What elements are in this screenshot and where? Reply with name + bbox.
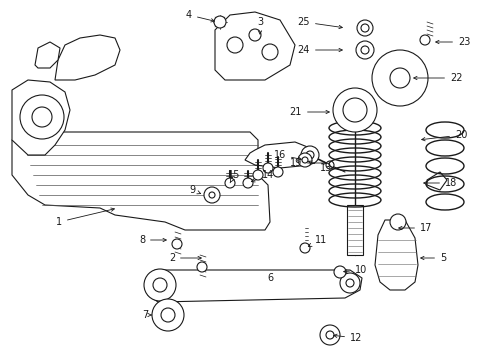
Text: 23: 23 — [435, 37, 469, 47]
Polygon shape — [55, 35, 120, 80]
Text: 3: 3 — [256, 17, 263, 34]
Text: 15: 15 — [227, 170, 240, 183]
Circle shape — [371, 50, 427, 106]
Circle shape — [419, 35, 429, 45]
Text: 1: 1 — [56, 208, 114, 227]
Circle shape — [152, 299, 183, 331]
Circle shape — [325, 161, 333, 169]
Text: 18: 18 — [423, 178, 456, 188]
Circle shape — [301, 146, 318, 164]
Circle shape — [143, 269, 176, 301]
Polygon shape — [244, 142, 314, 168]
Polygon shape — [374, 220, 417, 290]
Text: 4: 4 — [185, 10, 214, 22]
Circle shape — [224, 178, 235, 188]
Text: 13: 13 — [308, 161, 331, 173]
Circle shape — [339, 273, 359, 293]
Circle shape — [389, 68, 409, 88]
Circle shape — [197, 262, 206, 272]
Circle shape — [226, 37, 243, 53]
Circle shape — [389, 214, 405, 230]
Text: 7: 7 — [142, 310, 151, 320]
Text: 8: 8 — [139, 235, 166, 245]
Circle shape — [302, 157, 307, 163]
Circle shape — [325, 331, 333, 339]
Circle shape — [252, 170, 263, 180]
Circle shape — [356, 20, 372, 36]
Text: 9: 9 — [188, 185, 200, 195]
Circle shape — [342, 98, 366, 122]
Text: 21: 21 — [289, 107, 328, 117]
Text: 5: 5 — [420, 253, 446, 263]
Polygon shape — [12, 80, 70, 155]
Text: 17: 17 — [398, 223, 431, 233]
Circle shape — [172, 239, 182, 249]
Text: 19: 19 — [289, 158, 325, 168]
Text: 14: 14 — [251, 170, 274, 182]
Circle shape — [272, 167, 283, 177]
Circle shape — [262, 44, 278, 60]
Circle shape — [20, 95, 64, 139]
Polygon shape — [426, 172, 446, 190]
Circle shape — [203, 187, 220, 203]
Circle shape — [360, 46, 368, 54]
Circle shape — [299, 243, 309, 253]
Circle shape — [305, 151, 313, 159]
Text: 22: 22 — [413, 73, 462, 83]
Circle shape — [32, 107, 52, 127]
Circle shape — [297, 153, 311, 167]
Circle shape — [161, 308, 175, 322]
Circle shape — [319, 325, 339, 345]
Polygon shape — [148, 270, 361, 302]
Circle shape — [248, 29, 261, 41]
Polygon shape — [346, 205, 362, 255]
Circle shape — [263, 163, 272, 173]
Text: 12: 12 — [333, 333, 362, 343]
Polygon shape — [12, 132, 269, 230]
Text: 2: 2 — [168, 253, 201, 263]
Text: 16: 16 — [273, 150, 301, 160]
Circle shape — [243, 178, 252, 188]
Text: 10: 10 — [343, 265, 366, 275]
Text: 11: 11 — [308, 235, 326, 246]
Circle shape — [360, 24, 368, 32]
Polygon shape — [35, 42, 60, 68]
Polygon shape — [215, 12, 294, 80]
Text: 20: 20 — [421, 130, 467, 141]
Circle shape — [355, 41, 373, 59]
Text: 24: 24 — [297, 45, 342, 55]
Circle shape — [208, 192, 215, 198]
Circle shape — [346, 279, 353, 287]
Circle shape — [332, 88, 376, 132]
Text: 25: 25 — [297, 17, 342, 29]
Circle shape — [333, 266, 346, 278]
Circle shape — [153, 278, 167, 292]
Text: 6: 6 — [266, 273, 272, 283]
Circle shape — [214, 16, 225, 28]
